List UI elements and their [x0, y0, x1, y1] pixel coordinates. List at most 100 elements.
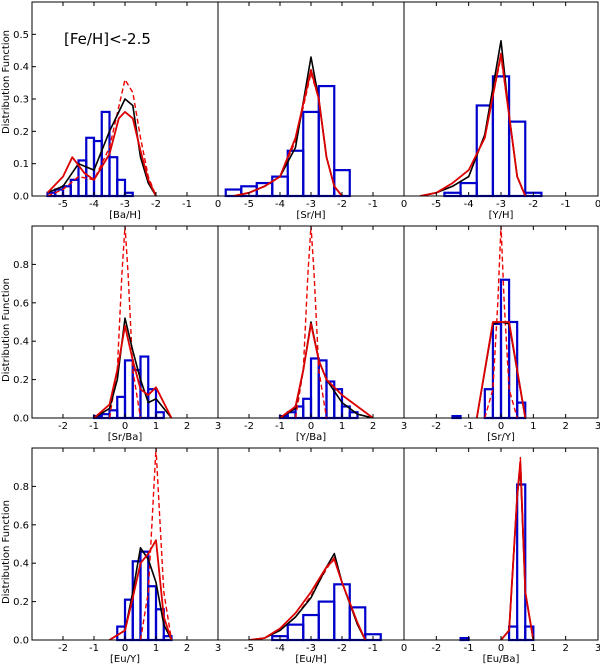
x-tick-label: -1 [89, 643, 99, 654]
x-tick-label: 0 [401, 643, 407, 654]
y-tick-label: 0.2 [13, 375, 29, 386]
x-axis-label: [Sr/Y] [487, 432, 515, 443]
y-tick-label: 0.5 [13, 30, 29, 41]
y-tick-label: 0.4 [13, 62, 29, 73]
histogram-bar [333, 583, 351, 642]
histogram-bar [139, 355, 150, 420]
x-axis-label: [Eu/Y] [110, 654, 140, 665]
x-tick-label: -3 [306, 199, 316, 210]
panel-2: -5 -4 -3 -2 -1 0 [Sr/H] [217, 1, 407, 221]
x-tick-label: -5 [58, 199, 68, 210]
histogram-bar [507, 625, 519, 642]
x-axis-label: [Y/Ba] [296, 432, 326, 443]
y-axis-label-row-2: Distribution Function [1, 278, 12, 382]
plot-frame [403, 447, 599, 641]
histogram-bar [499, 278, 511, 420]
histogram-bar [302, 397, 313, 420]
series-line-red [475, 321, 527, 418]
series-line-red [233, 69, 343, 196]
y-tick-label: 0.1 [13, 159, 29, 170]
x-tick-label: -5 [244, 199, 254, 210]
x-tick-label: -4 [275, 643, 285, 654]
x-tick-label: 0 [401, 199, 407, 210]
plot-frame [217, 1, 405, 197]
x-tick-label: 2 [562, 421, 568, 432]
x-axis-label: [Sr/Ba] [108, 432, 143, 443]
y-tick-label: 0.0 [13, 192, 29, 203]
y-tick-label: 0.8 [13, 482, 29, 493]
x-tick-label: -2 [58, 643, 68, 654]
series-line-red [500, 460, 535, 640]
histogram-bar [154, 411, 165, 420]
y-axis-label-row-1: Distribution Function [1, 30, 12, 134]
series-line-red [248, 558, 367, 640]
x-axis-label: [Y/H] [489, 210, 514, 221]
x-tick-label: 0 [215, 199, 221, 210]
panel-1: -5 -4 -3 -2 -1 0 0.0 0.1 0.2 0.3 0.4 0.5 [Ba/H] [13, 1, 221, 221]
histogram-bar [309, 357, 320, 420]
x-tick-label: 2 [370, 421, 376, 432]
x-axis-label: [Eu/Ba] [483, 654, 520, 665]
x-tick-label: -1 [275, 421, 285, 432]
x-tick-label: -3 [120, 199, 130, 210]
x-tick-label: -2 [151, 199, 161, 210]
x-tick-label: 3 [215, 421, 221, 432]
x-tick-label: -1 [182, 199, 192, 210]
x-tick-label: -4 [464, 199, 474, 210]
histogram-bar [100, 413, 111, 420]
x-tick-label: -5 [431, 199, 441, 210]
x-tick-label: 0 [308, 421, 314, 432]
y-tick-label: 0.6 [13, 298, 29, 309]
x-tick-label: 2 [562, 643, 568, 654]
histogram-bar [123, 359, 134, 420]
x-tick-label: -1 [368, 643, 378, 654]
plot-frame [217, 447, 405, 641]
x-tick-label: -1 [368, 199, 378, 210]
x-tick-label: 0 [498, 643, 504, 654]
x-axis-label: [Sr/H] [296, 210, 325, 221]
x-tick-label: -3 [496, 199, 506, 210]
x-tick-label: -2 [431, 643, 441, 654]
x-axis-label: [Ba/H] [109, 210, 141, 221]
x-tick-label: 2 [184, 643, 190, 654]
metallicity-annotation: [Fe/H]<-2.5 [64, 30, 151, 48]
x-tick-label: -1 [89, 421, 99, 432]
histogram-bar [108, 156, 119, 198]
x-tick-label: -4 [89, 199, 99, 210]
x-tick-label: 0 [595, 199, 600, 210]
histogram-bar [116, 395, 127, 420]
x-tick-label: -2 [337, 643, 347, 654]
x-tick-label: 1 [530, 421, 536, 432]
y-axis-label-row-3: Distribution Function [1, 500, 12, 604]
x-tick-label: -2 [431, 421, 441, 432]
histogram-bar [116, 178, 127, 198]
y-tick-label: 0.4 [13, 559, 29, 570]
x-tick-label: -3 [306, 643, 316, 654]
x-tick-label: 3 [215, 643, 221, 654]
x-tick-label: 0 [122, 643, 128, 654]
x-tick-label: 3 [595, 643, 600, 654]
x-tick-label: 0 [498, 421, 504, 432]
panel-4: -2 -1 0 1 2 3 0.0 0.2 0.4 0.6 0.8 [Sr/Ba] [13, 225, 221, 443]
panel-9: -2 -1 0 1 2 3 [Eu/Ba] [403, 447, 600, 665]
x-tick-label: -2 [58, 421, 68, 432]
series-line-red [109, 539, 173, 640]
histogram-bar [147, 585, 158, 642]
series-line-red-dashed [484, 226, 518, 418]
panel-8: -5 -4 -3 -2 -1 0 [Eu/H] [217, 447, 407, 665]
x-tick-label: -1 [561, 199, 571, 210]
panel-5: -2 -1 0 1 2 3 [Y/Ba] [217, 225, 407, 443]
x-tick-label: 3 [595, 421, 600, 432]
y-tick-label: 0.0 [13, 636, 29, 647]
x-tick-label: 1 [339, 421, 345, 432]
x-tick-label: -1 [464, 421, 474, 432]
series-line-red [46, 111, 157, 196]
plot-frame [403, 1, 599, 197]
x-tick-label: -4 [275, 199, 285, 210]
x-tick-label: -2 [244, 421, 254, 432]
x-tick-label: -2 [337, 199, 347, 210]
x-tick-label: -2 [528, 199, 538, 210]
series-line-red-dashed [139, 448, 173, 640]
panel-3: -5 -4 -3 -2 -1 0 [Y/H] [403, 1, 600, 221]
